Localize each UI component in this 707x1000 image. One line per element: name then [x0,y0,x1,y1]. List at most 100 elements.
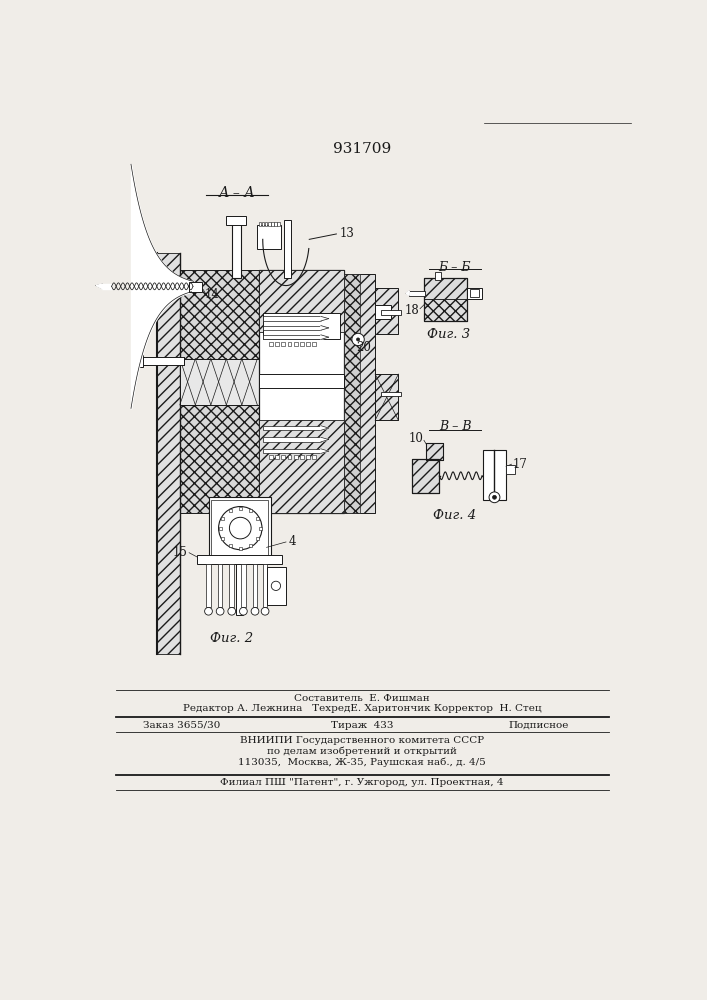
Bar [424,299,467,321]
Bar [262,222,264,226]
Bar [424,278,467,299]
Bar [412,459,440,493]
Bar [263,335,321,339]
Text: Фиг. 2: Фиг. 2 [210,632,253,645]
Bar [265,222,267,226]
Bar [189,282,201,292]
Bar [241,564,246,607]
Bar [218,527,222,530]
Text: 15: 15 [173,546,187,559]
Circle shape [204,607,212,615]
Bar [424,278,467,321]
Text: Подписное: Подписное [508,721,569,730]
Bar [426,443,443,460]
Bar [306,455,310,459]
Bar [180,405,259,513]
Polygon shape [103,284,112,289]
Bar [381,392,401,396]
Bar [269,342,273,346]
Bar [228,509,232,512]
Text: Фиг. 3: Фиг. 3 [427,328,470,341]
Bar [180,359,259,405]
Text: 18: 18 [404,304,419,317]
Bar [381,310,401,315]
Circle shape [216,607,224,615]
Polygon shape [321,437,329,442]
Circle shape [493,495,496,499]
Bar [306,342,310,346]
Bar [344,274,375,513]
Bar [312,455,316,459]
Bar [274,222,276,226]
Bar [300,455,304,459]
Bar [228,544,232,547]
Bar [232,220,241,278]
Bar [141,357,184,365]
Bar [259,527,262,530]
Bar [259,270,344,332]
Text: А – А: А – А [218,186,255,200]
Circle shape [228,607,235,615]
Polygon shape [321,449,329,453]
Polygon shape [96,284,103,289]
Bar [344,274,360,513]
Bar [275,455,279,459]
Bar [218,564,223,607]
Circle shape [271,581,281,590]
Bar [156,253,180,654]
Bar [135,355,143,367]
Text: 14: 14 [204,288,219,301]
Text: ВНИИПИ Государственного комитета СССР: ВНИИПИ Государственного комитета СССР [240,736,484,745]
Text: 13: 13 [339,227,354,240]
Polygon shape [321,335,329,339]
Circle shape [356,338,360,341]
Bar [249,544,252,547]
Bar [259,420,344,513]
Text: Б – Б: Б – Б [439,261,471,274]
Bar [409,291,425,296]
Bar [483,450,506,500]
Bar [288,455,291,459]
Bar [281,342,285,346]
Bar [257,225,281,249]
Bar [277,222,280,226]
Bar [281,455,285,459]
Bar [467,288,482,299]
Text: Редактор А. Лежнина   ТехредЕ. Харитончик Корректор  Н. Стец: Редактор А. Лежнина ТехредЕ. Харитончик … [182,704,542,713]
Bar [239,547,242,550]
Text: Составитель  Е. Фишман: Составитель Е. Фишман [294,694,430,703]
Text: Заказ 3655/30: Заказ 3655/30 [143,721,220,730]
Bar [221,517,224,520]
Circle shape [218,507,262,550]
Bar [235,557,243,615]
Circle shape [230,517,251,539]
Bar [263,426,321,430]
Bar [293,455,298,459]
Bar [256,517,259,520]
Bar [259,374,344,388]
Bar [284,220,291,278]
Polygon shape [321,426,329,430]
Polygon shape [321,316,329,321]
Circle shape [489,492,500,503]
Bar [263,316,321,321]
Bar [269,455,273,459]
Bar [259,270,344,513]
Bar [469,289,479,297]
Text: Филиал ПШ "Патент", г. Ужгород, ул. Проектная, 4: Филиал ПШ "Патент", г. Ужгород, ул. Прое… [220,778,503,787]
Polygon shape [406,291,409,296]
Bar [300,342,304,346]
Bar [375,288,398,334]
Bar [263,312,340,339]
Bar [263,449,321,453]
Bar [412,459,440,493]
Bar [239,507,242,510]
Bar [249,509,252,512]
Polygon shape [321,326,329,330]
Bar [312,342,316,346]
Text: 4: 4 [288,535,296,548]
Text: 931709: 931709 [333,142,391,156]
Bar [221,537,224,540]
Text: 17: 17 [513,458,528,471]
Bar [375,305,391,319]
